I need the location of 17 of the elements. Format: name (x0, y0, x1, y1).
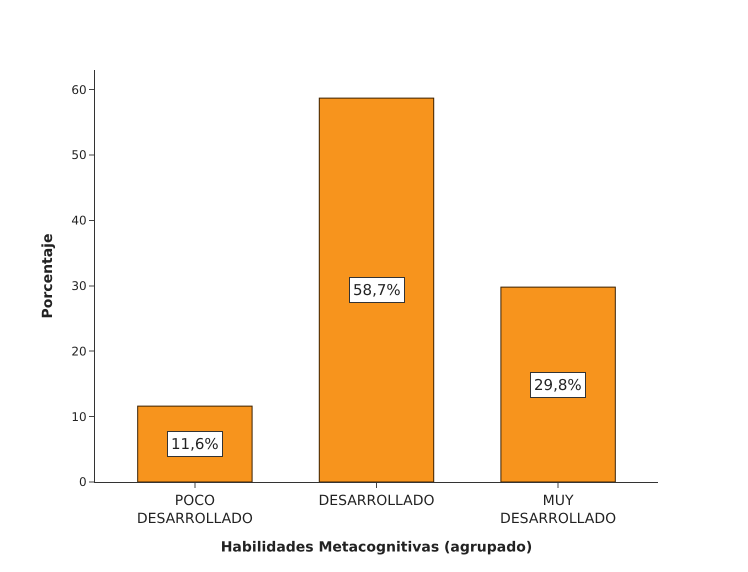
bar (500, 286, 616, 482)
x-axis-title: Habilidades Metacognitivas (agrupado) (220, 539, 532, 556)
data-label: 11,6% (171, 435, 219, 453)
y-tick-label: 0 (78, 475, 87, 490)
x-tick-label: DESARROLLADO (318, 492, 435, 509)
y-tick-label: 30 (71, 279, 87, 294)
y-tick-label: 40 (71, 214, 87, 228)
y-tick-label: 10 (71, 410, 87, 424)
x-tick-label: MUY DESARROLLADO (500, 492, 616, 527)
x-tick-label: POCO DESARROLLADO (136, 492, 253, 527)
y-tick-label: 60 (71, 82, 87, 97)
y-axis-title: Porcentaje (40, 234, 56, 318)
y-tick-label: 50 (71, 148, 87, 162)
data-label: 58,7% (353, 281, 401, 299)
data-label: 29,8% (534, 376, 582, 394)
y-tick-label: 20 (71, 344, 87, 358)
bar (318, 98, 434, 482)
